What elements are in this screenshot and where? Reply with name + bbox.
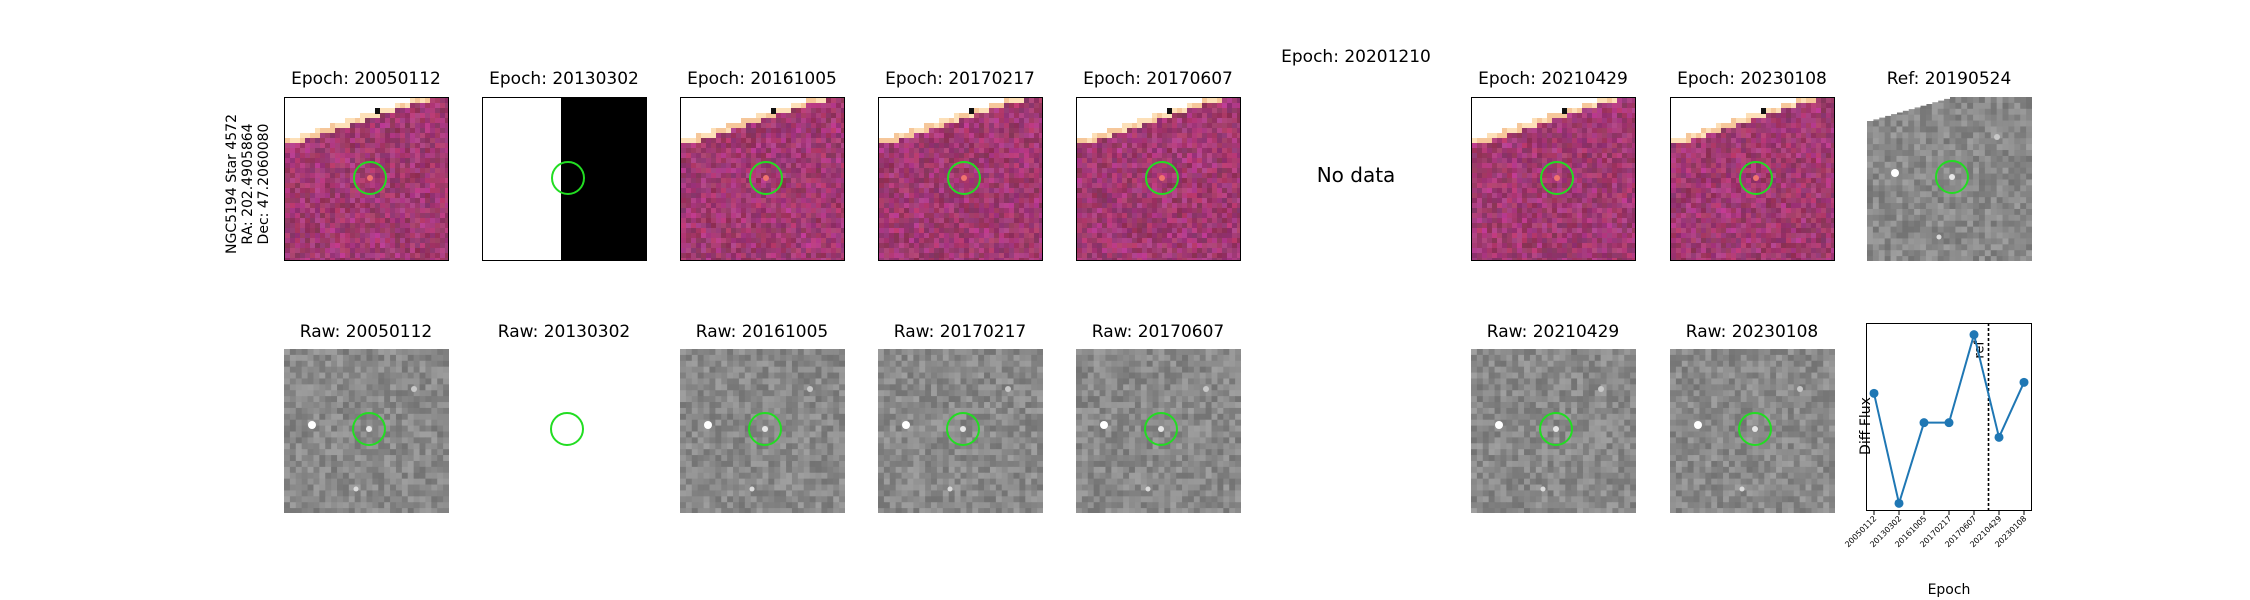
image-bottom-4 [1076,349,1241,513]
image-top-2 [681,98,844,260]
image-panel-bottom-6 [1670,349,1835,513]
image-top-7 [1671,98,1834,260]
image-panel-bottom-1 [482,349,647,513]
image-bottom-6 [1670,349,1835,513]
image-panel-top-2 [680,97,845,261]
data-point-20230108 [2019,377,2029,387]
star-info-label: NGC5194 Star 4572 RA: 202.4905864 Dec: 4… [224,108,272,260]
image-panel-top-4 [1076,97,1241,261]
panel-title-bottom-6: Raw: 20230108 [1685,322,1819,342]
image-panel-bottom-2 [680,349,845,513]
image-panel-top-8 [1867,97,2032,261]
data-point-20170217 [1944,418,1954,428]
data-point-20210429 [1994,432,2004,442]
panel-title-top-4: Epoch: 20170607 [1083,69,1233,89]
image-top-0 [285,98,448,260]
target-circle-marker [748,412,782,446]
image-top-1 [483,98,646,260]
image-top-3 [879,98,1042,260]
target-circle-marker [1739,161,1773,195]
panel-title-top-5: Epoch: 20201210 [1281,47,1431,67]
panel-title-top-3: Epoch: 20170217 [885,69,1035,89]
target-circle-marker [1144,412,1178,446]
image-bottom-3 [878,349,1043,513]
image-panel-top-6 [1471,97,1636,261]
target-circle-marker [1540,161,1574,195]
no-data-message: No data [1316,163,1396,187]
lightcurve-svg: ref [1866,323,2032,511]
data-point-20161005 [1919,418,1929,428]
lightcurve-ylabel: Diff Flux [1858,397,1874,455]
target-circle-marker [550,412,584,446]
panel-title-bottom-0: Raw: 20050112 [299,322,433,342]
image-top-8 [1867,97,2032,261]
star-ra: RA: 202.4905864 [240,123,256,245]
panel-title-bottom-1: Raw: 20130302 [497,322,631,342]
panel-title-top-2: Epoch: 20161005 [687,69,837,89]
star-name: NGC5194 Star 4572 [224,114,240,254]
lightcurve-plot: ref [1866,323,2032,511]
target-circle-marker [353,161,387,195]
image-bottom-0 [284,349,449,513]
data-point-20050112 [1869,388,1879,398]
panel-title-top-0: Epoch: 20050112 [291,69,441,89]
data-point-20130302 [1894,498,1904,508]
image-panel-bottom-0 [284,349,449,513]
image-panel-bottom-4 [1076,349,1241,513]
image-panel-top-1 [482,97,647,261]
target-circle-marker [749,161,783,195]
star-dec: Dec: 47.2060080 [256,123,272,245]
panel-title-top-6: Epoch: 20210429 [1478,69,1628,89]
panel-title-bottom-4: Raw: 20170607 [1091,322,1225,342]
panel-title-bottom-5: Raw: 20210429 [1486,322,1620,342]
image-bottom-1 [550,412,584,446]
target-circle-marker [352,412,386,446]
panel-title-top-7: Epoch: 20230108 [1677,69,1827,89]
image-panel-top-3 [878,97,1043,261]
image-panel-top-0 [284,97,449,261]
panel-title-top-1: Epoch: 20130302 [489,69,639,89]
lightcurve-xlabel: Epoch [1927,582,1971,598]
image-bottom-5 [1471,349,1636,513]
lightcurve-xticks: 2005011220130302201610052017021720170607… [1843,511,2028,549]
target-circle-marker [947,161,981,195]
image-bottom-2 [680,349,845,513]
target-circle-marker [551,161,585,195]
panel-title-top-8: Ref: 20190524 [1886,69,2012,89]
target-circle-marker [1539,412,1573,446]
image-top-6 [1472,98,1635,260]
image-panel-top-7 [1670,97,1835,261]
panel-title-bottom-2: Raw: 20161005 [695,322,829,342]
target-circle-marker [1145,161,1179,195]
target-circle-marker [1738,412,1772,446]
target-circle-marker [1935,160,1969,194]
data-point-20170607 [1969,330,1979,340]
target-circle-marker [946,412,980,446]
image-top-4 [1077,98,1240,260]
image-panel-bottom-5 [1471,349,1636,513]
image-panel-bottom-3 [878,349,1043,513]
panel-title-bottom-3: Raw: 20170217 [893,322,1027,342]
